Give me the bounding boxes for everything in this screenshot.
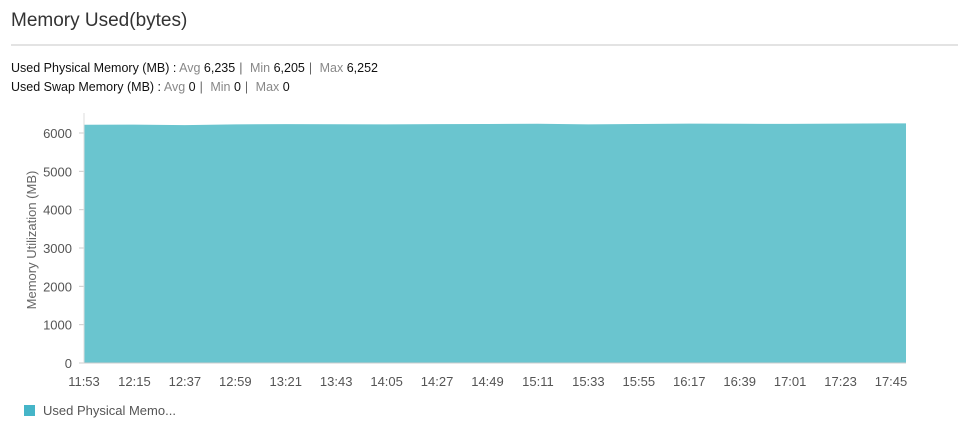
title-divider: [11, 44, 958, 46]
x-tick-label: 12:15: [118, 374, 151, 389]
y-tick-label: 5000: [43, 164, 72, 179]
avg-label: Avg: [163, 80, 186, 94]
physical-memory-stats: Used Physical Memory (MB) : Avg 6,235 | M…: [11, 61, 378, 75]
max-label: Max: [255, 80, 280, 94]
stat-label: Used Physical Memory (MB) :: [11, 61, 177, 75]
x-tick-label: 17:01: [774, 374, 807, 389]
y-tick-label: 6000: [43, 126, 72, 141]
x-tick-label: 17:45: [875, 374, 908, 389]
y-tick-label: 1000: [43, 318, 72, 333]
x-tick-label: 14:49: [471, 374, 504, 389]
x-tick-label: 11:53: [68, 374, 100, 389]
avg-value: 0: [188, 80, 196, 94]
x-tick-label: 17:23: [824, 374, 857, 389]
legend-swatch: [24, 405, 35, 416]
y-tick-label: 4000: [43, 203, 72, 218]
y-tick-label: 0: [65, 356, 72, 371]
min-label: Min: [249, 61, 271, 75]
x-tick-label: 16:17: [673, 374, 706, 389]
x-tick-label: 14:27: [421, 374, 454, 389]
legend-item[interactable]: Used Physical Memo...: [24, 403, 176, 418]
area-series: [84, 123, 906, 363]
y-tick-label: 2000: [43, 279, 72, 294]
min-label: Min: [210, 80, 231, 94]
stat-label: Used Swap Memory (MB) :: [11, 80, 162, 94]
avg-label: Avg: [179, 61, 201, 75]
x-tick-label: 14:05: [370, 374, 403, 389]
y-axis-label: Memory Utilization (MB): [24, 171, 39, 310]
swap-memory-stats: Used Swap Memory (MB) : Avg 0 | Min 0 | Ma…: [11, 80, 290, 94]
x-tick-label: 12:37: [169, 374, 202, 389]
avg-value: 6,235: [203, 61, 236, 75]
x-tick-label: 15:11: [522, 374, 554, 389]
x-tick-label: 13:21: [269, 374, 302, 389]
max-label: Max: [319, 61, 344, 75]
min-value: 6,205: [273, 61, 305, 75]
max-value: 0: [282, 80, 290, 94]
x-tick-label: 15:33: [572, 374, 605, 389]
x-tick-label: 16:39: [723, 374, 756, 389]
y-tick-label: 3000: [43, 241, 72, 256]
min-value: 0: [233, 80, 241, 94]
x-tick-label: 12:59: [219, 374, 252, 389]
x-tick-label: 15:55: [623, 374, 656, 389]
x-tick-label: 13:43: [320, 374, 353, 389]
legend-label: Used Physical Memo...: [43, 403, 176, 418]
panel-title: Memory Used(bytes): [11, 10, 188, 31]
max-value: 6,252: [346, 61, 378, 75]
